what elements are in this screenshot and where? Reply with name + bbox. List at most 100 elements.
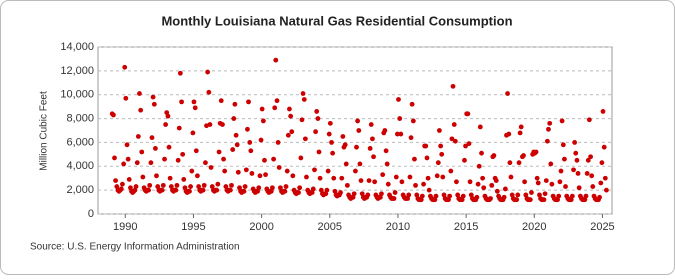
- data-point: [517, 130, 523, 136]
- data-point: [139, 149, 145, 155]
- data-point: [368, 122, 374, 127]
- y-tick-label: 10,000: [60, 89, 94, 101]
- data-point: [173, 187, 179, 193]
- data-point: [533, 149, 539, 155]
- data-point: [460, 193, 466, 199]
- data-point: [221, 156, 226, 162]
- data-point: [543, 178, 549, 184]
- data-point: [393, 174, 399, 180]
- data-point: [529, 190, 534, 195]
- data-point: [584, 171, 590, 176]
- data-point: [148, 160, 154, 166]
- data-point: [315, 116, 321, 121]
- data-point: [140, 174, 146, 180]
- data-point: [385, 181, 391, 187]
- data-point: [191, 99, 197, 105]
- data-point: [379, 191, 384, 197]
- data-point: [296, 190, 301, 195]
- data-point: [583, 193, 589, 199]
- data-point: [451, 122, 457, 127]
- data-point: [284, 168, 290, 174]
- data-point: [466, 141, 472, 147]
- data-point: [342, 142, 348, 148]
- data-point: [249, 171, 255, 176]
- data-point: [201, 182, 207, 188]
- data-point: [124, 142, 130, 148]
- data-point: [190, 130, 196, 136]
- data-point: [301, 97, 307, 102]
- data-point: [205, 69, 211, 75]
- data-point: [125, 156, 131, 162]
- data-point: [330, 150, 336, 156]
- data-point: [207, 122, 213, 127]
- data-point: [338, 190, 343, 195]
- data-point: [167, 175, 173, 181]
- data-point: [438, 143, 444, 149]
- data-point: [505, 91, 510, 96]
- data-point: [302, 136, 308, 142]
- data-point: [439, 151, 445, 157]
- y-tick-label: 14,000: [60, 41, 94, 53]
- data-point: [474, 194, 480, 200]
- data-point: [454, 179, 459, 185]
- source-note: Source: U.S. Energy Information Administ…: [30, 242, 240, 253]
- data-point: [541, 197, 547, 203]
- x-tick-label: 2020: [522, 221, 546, 233]
- data-point: [355, 118, 360, 124]
- data-point: [475, 181, 481, 187]
- data-point: [273, 57, 279, 63]
- data-point: [588, 154, 593, 160]
- data-point: [235, 169, 241, 175]
- data-point: [354, 144, 359, 150]
- data-point: [304, 174, 309, 180]
- data-point: [372, 179, 378, 185]
- data-point: [181, 177, 187, 182]
- data-point: [465, 111, 471, 117]
- data-point: [480, 175, 486, 181]
- chart-title: Monthly Louisiana Natural Gas Residentia…: [161, 13, 512, 28]
- data-point: [288, 113, 294, 119]
- data-point: [241, 188, 247, 194]
- data-point: [547, 120, 553, 126]
- data-point: [113, 178, 118, 184]
- data-point: [232, 101, 238, 107]
- data-point: [312, 167, 317, 173]
- data-point: [476, 163, 482, 169]
- data-point: [548, 161, 554, 167]
- data-point: [275, 140, 281, 145]
- data-point: [399, 179, 405, 185]
- data-point: [150, 94, 156, 100]
- data-point: [467, 179, 473, 185]
- data-point: [174, 182, 180, 188]
- data-point: [562, 156, 567, 162]
- data-point: [310, 186, 316, 192]
- data-point: [535, 180, 541, 186]
- data-point: [398, 131, 404, 137]
- data-point: [493, 178, 499, 184]
- data-point: [112, 155, 117, 161]
- data-point: [426, 187, 432, 193]
- data-point: [327, 120, 333, 126]
- data-point: [227, 187, 233, 193]
- data-point: [180, 151, 186, 157]
- data-point: [258, 137, 264, 143]
- data-point: [317, 175, 323, 181]
- data-point: [203, 160, 208, 166]
- data-point: [392, 190, 398, 195]
- data-point: [218, 98, 224, 104]
- data-point: [222, 168, 228, 174]
- data-point: [297, 185, 303, 191]
- data-point: [447, 193, 453, 199]
- data-point: [604, 187, 609, 193]
- data-point: [556, 193, 562, 199]
- data-point: [247, 140, 253, 145]
- data-point: [508, 174, 514, 180]
- data-point: [262, 157, 267, 163]
- data-point: [208, 165, 214, 170]
- x-tick-label: 2000: [249, 221, 273, 233]
- data-point: [121, 161, 127, 167]
- data-point: [384, 161, 390, 167]
- data-point: [371, 154, 376, 160]
- data-point: [382, 128, 388, 133]
- data-point: [243, 167, 249, 173]
